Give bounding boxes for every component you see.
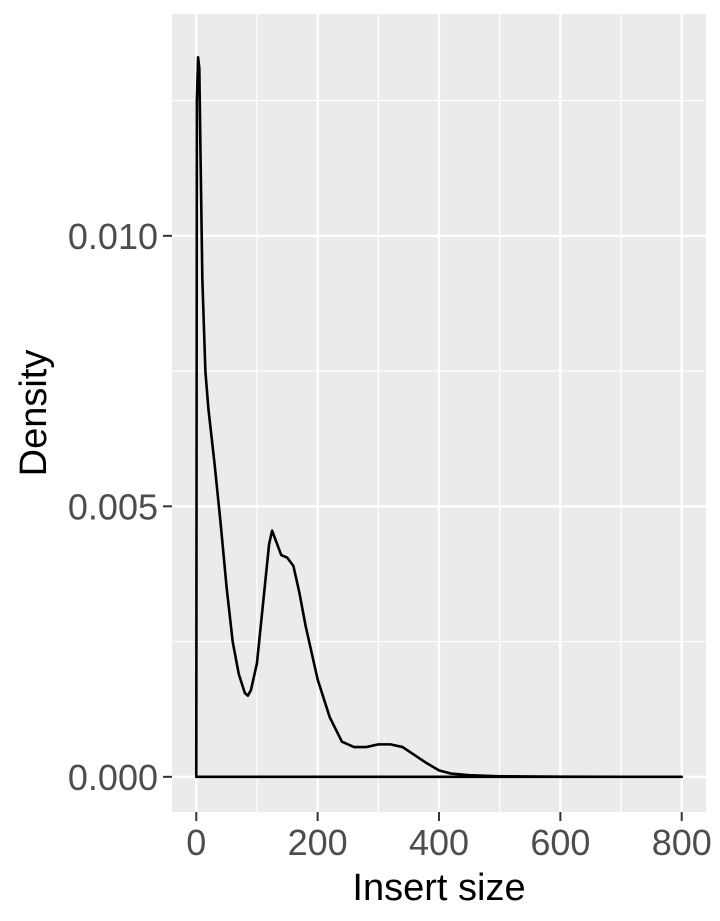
x-axis-title: Insert size (352, 867, 525, 909)
x-tick-label: 0 (186, 822, 206, 863)
y-tick-label: 0.010 (68, 216, 158, 257)
y-tick-label: 0.005 (68, 486, 158, 527)
x-tick-label: 200 (288, 822, 348, 863)
series-layer (194, 55, 684, 779)
y-axis: 0.000 0.005 0.010 (68, 216, 172, 798)
x-tick-label: 800 (652, 822, 712, 863)
y-axis-title: Density (13, 350, 55, 477)
x-tick-label: 600 (530, 822, 590, 863)
density-line (194, 55, 684, 779)
x-tick-label: 400 (409, 822, 469, 863)
y-tick-label: 0.000 (68, 757, 158, 798)
x-axis: 0 200 400 600 800 (186, 812, 712, 863)
